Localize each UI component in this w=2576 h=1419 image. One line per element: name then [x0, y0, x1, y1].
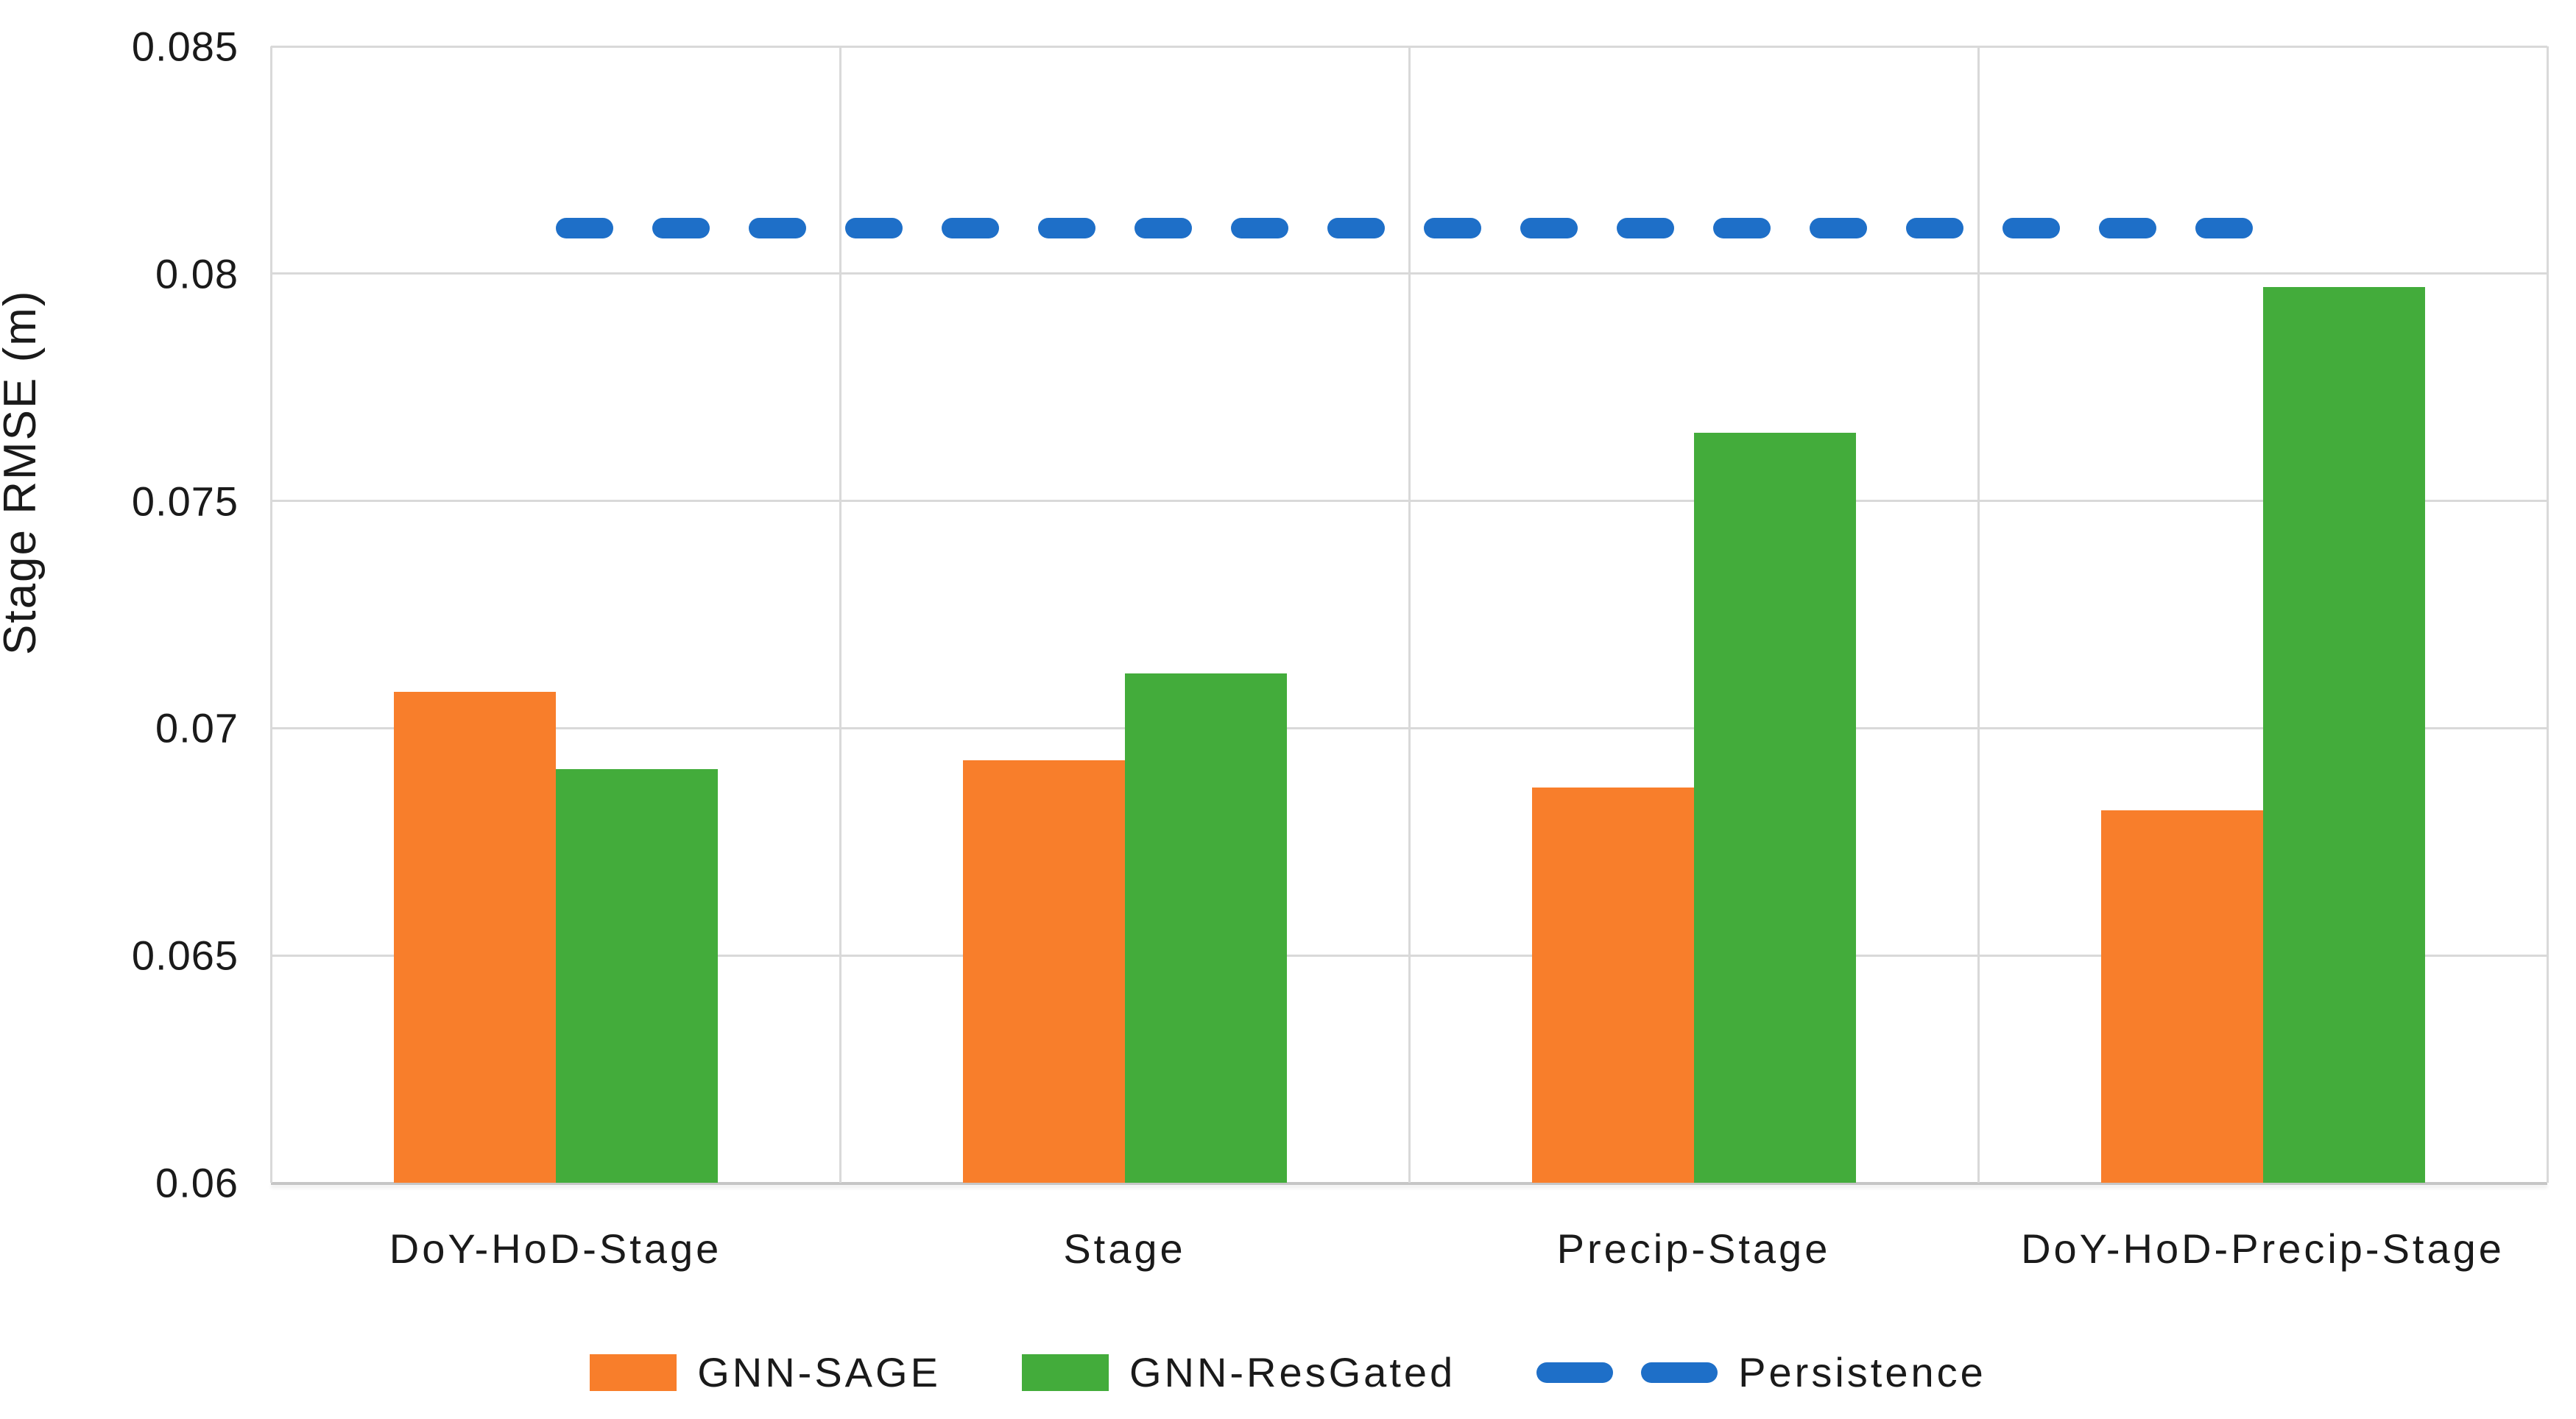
legend-item-gnn-sage: GNN-SAGE [590, 1348, 941, 1396]
persistence-line-dash [555, 218, 613, 239]
persistence-line-dash [1327, 218, 1385, 239]
x-category-label-doy-hod-precip-stage: DoY-HoD-Precip-Stage [2021, 1225, 2505, 1272]
bar-gnn-resgated-precip-stage [1693, 432, 1856, 1183]
bar-gnn-sage-precip-stage [1531, 787, 1694, 1183]
bar-gnn-sage-stage [962, 760, 1125, 1183]
persistence-line-dash [844, 218, 903, 239]
gridline [271, 1181, 2547, 1185]
bar-gnn-resgated-stage [1124, 673, 1287, 1183]
persistence-line-dash [1037, 218, 1095, 239]
gnn-sage-color-swatch [590, 1353, 677, 1391]
bar-gnn-sage-doy-hod-precip-stage [2100, 810, 2263, 1183]
x-category-label-doy-hod-stage: DoY-HoD-Stage [389, 1225, 722, 1272]
legend-item-gnn-resgated: GNN-ResGated [1021, 1348, 1456, 1396]
gridline-vertical [2546, 46, 2549, 1183]
y-tick-label: 0.06 [155, 1159, 239, 1206]
gnn-resgated-color-swatch [1021, 1353, 1109, 1391]
legend: GNN-SAGE GNN-ResGated Persistence [0, 1348, 2576, 1396]
persistence-line-dash [1520, 218, 1578, 239]
persistence-line-dash [1616, 218, 1674, 239]
persistence-line-dash [2002, 218, 2060, 239]
bar-gnn-resgated-doy-hod-precip-stage [2262, 287, 2425, 1183]
persistence-line-dash [2098, 218, 2156, 239]
gridline-vertical [1408, 46, 1411, 1183]
persistence-line-dash [652, 218, 710, 239]
y-tick-label: 0.08 [155, 250, 239, 297]
gridline-vertical [1977, 46, 1980, 1183]
legend-item-persistence: Persistence [1536, 1348, 1986, 1396]
persistence-line-dash [1423, 218, 1481, 239]
y-tick-label: 0.075 [131, 478, 239, 525]
y-tick-label: 0.085 [131, 23, 239, 70]
persistence-dash-swatch [1536, 1362, 1718, 1383]
persistence-line-dash [1712, 218, 1771, 239]
gridline-vertical [839, 46, 841, 1183]
persistence-line-dash [1230, 218, 1288, 239]
persistence-line-dash [748, 218, 806, 239]
dash-icon [1641, 1362, 1718, 1383]
persistence-line-dash [1809, 218, 1867, 239]
bar-gnn-sage-doy-hod-stage [393, 692, 556, 1183]
x-category-label-stage: Stage [1063, 1225, 1186, 1272]
legend-label-gnn-resgated: GNN-ResGated [1129, 1349, 1456, 1395]
persistence-line-dash [941, 218, 999, 239]
y-axis-title: Stage RMSE (m) [0, 289, 46, 655]
plot-area [269, 45, 2549, 1185]
x-category-label-precip-stage: Precip-Stage [1556, 1225, 1831, 1272]
persistence-line-dash [1134, 218, 1192, 239]
dash-icon [1536, 1362, 1614, 1383]
bar-gnn-resgated-doy-hod-stage [555, 768, 718, 1183]
gridline-vertical [269, 46, 272, 1183]
legend-label-gnn-sage: GNN-SAGE [697, 1349, 941, 1395]
persistence-line-dash [1905, 218, 1963, 239]
y-tick-label: 0.07 [155, 704, 239, 751]
legend-label-persistence: Persistence [1738, 1349, 1986, 1395]
y-tick-label: 0.065 [131, 932, 239, 979]
persistence-line-dash [2195, 218, 2253, 239]
